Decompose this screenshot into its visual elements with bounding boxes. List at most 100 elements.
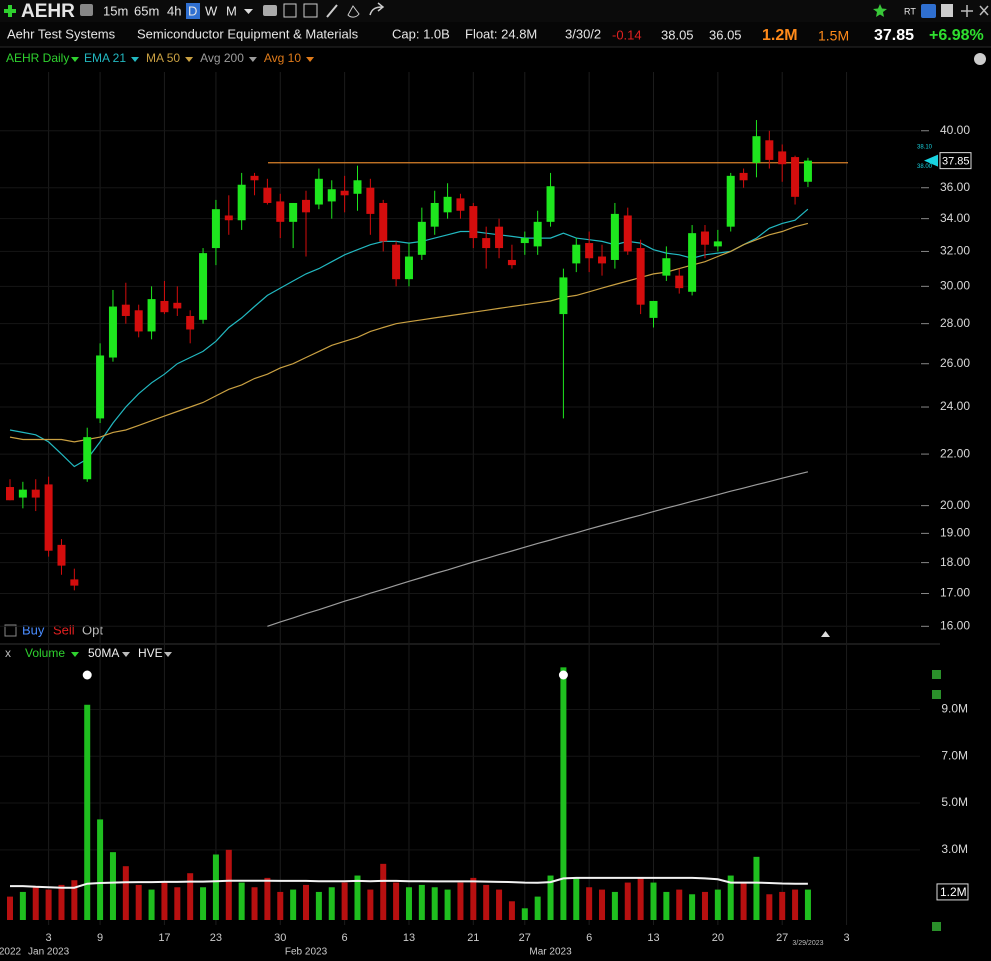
pane-icon[interactable] (932, 670, 941, 679)
x-tick-label: 6 (586, 932, 592, 944)
company-name: Aehr Test Systems (7, 26, 116, 41)
volume-bar (418, 884, 425, 920)
price-marker: 38.00 (917, 164, 933, 170)
candle-body (237, 184, 246, 221)
volume-bar (251, 887, 258, 920)
link-icon[interactable] (80, 4, 93, 16)
volume-bar (187, 873, 194, 920)
industry: Semiconductor Equipment & Materials (137, 26, 359, 41)
volume-bar (58, 884, 65, 920)
candle-body (340, 190, 349, 196)
indicator-line (9, 222, 809, 443)
candle-body (765, 140, 774, 160)
candle-body (31, 489, 40, 498)
volume-bar (109, 852, 116, 920)
volume-bar (212, 854, 219, 920)
x-tick-label: 3 (843, 932, 849, 944)
x-tick-label: 6 (342, 932, 348, 944)
timeframe[interactable]: 65m (134, 3, 159, 18)
timeframe[interactable]: 15m (103, 3, 128, 18)
volume-bar (393, 882, 400, 920)
share-icon[interactable] (369, 2, 385, 16)
candle-body (713, 241, 722, 247)
order-icon[interactable] (4, 624, 17, 637)
volume-bar (586, 887, 593, 920)
candle-body (186, 315, 195, 330)
s-icon[interactable] (921, 4, 936, 18)
y-tick-label: 28.00 (940, 316, 970, 330)
pane-icon[interactable] (932, 690, 941, 699)
candle-body (83, 437, 92, 480)
day-volume: 1.2M (762, 27, 798, 44)
add-icon[interactable] (4, 5, 16, 17)
dropdown-arrow[interactable] (164, 652, 172, 657)
candle-body (250, 175, 259, 181)
dropdown-arrow[interactable] (185, 57, 194, 62)
buy-button[interactable]: Buy (22, 622, 45, 637)
candle-body (456, 198, 465, 211)
y-tick-label: 30.00 (940, 279, 970, 293)
volume-bar (444, 889, 451, 920)
close-pane[interactable]: x (5, 646, 11, 660)
legend-entry[interactable]: EMA 21 (84, 51, 126, 65)
price-marker: 38.10 (917, 145, 933, 151)
dropdown-arrow[interactable] (244, 9, 253, 14)
move-icon[interactable] (961, 5, 973, 17)
tool-icon[interactable] (283, 3, 297, 18)
tool-icon[interactable] (347, 5, 360, 18)
volume-title: Volume (25, 646, 65, 660)
dropdown-arrow[interactable] (71, 57, 79, 62)
hve-label: HVE (138, 646, 163, 660)
candle-body (18, 489, 27, 498)
volume-bar (238, 882, 245, 920)
volume-bar (45, 889, 52, 920)
indicator-line (267, 471, 809, 627)
volume-bar (599, 889, 606, 920)
tool-icon[interactable] (263, 5, 277, 16)
rt-badge[interactable]: RT (904, 6, 916, 16)
settings-icon[interactable] (974, 53, 986, 65)
sell-button[interactable]: Sell (53, 622, 75, 637)
timeframe[interactable]: D (188, 3, 197, 18)
collapse-arrow[interactable] (821, 631, 830, 637)
candle-body (636, 248, 645, 305)
draw-icon[interactable] (326, 4, 338, 18)
volume-bar (534, 896, 541, 920)
close-icon[interactable] (979, 5, 989, 16)
dropdown-arrow[interactable] (306, 57, 315, 62)
candle-body (44, 484, 53, 551)
volume-bar (19, 891, 26, 920)
legend-entry[interactable]: Avg 200 (200, 51, 244, 65)
dropdown-arrow[interactable] (71, 652, 79, 657)
legend-entry[interactable]: Avg 10 (264, 51, 301, 65)
dropdown-arrow[interactable] (248, 57, 257, 62)
x-major-label: Feb 2023 (285, 947, 328, 958)
save-icon[interactable] (941, 4, 953, 17)
candle-body (302, 199, 311, 213)
star-icon[interactable] (873, 4, 887, 17)
candle-body (211, 209, 220, 249)
volume-bar (174, 887, 181, 920)
tool-icon[interactable] (303, 3, 318, 18)
timeframe[interactable]: 4h (167, 3, 181, 18)
candle-body (392, 244, 401, 280)
candle-body (688, 233, 697, 292)
candle-body (314, 178, 323, 205)
y-tick-label: 24.00 (940, 399, 970, 413)
volume-bar (804, 889, 811, 920)
candle-body (572, 244, 581, 264)
legend-entry[interactable]: MA 50 (146, 51, 180, 65)
volume-bar (560, 667, 567, 920)
symbol[interactable]: AEHR (21, 1, 75, 22)
volume-bar (264, 877, 271, 920)
timeframe[interactable]: W (205, 3, 218, 18)
timeframe[interactable]: M (226, 3, 237, 18)
price-pointer (924, 154, 938, 167)
volume-bar (148, 889, 155, 920)
dropdown-arrow[interactable] (122, 652, 130, 657)
dropdown-arrow[interactable] (131, 57, 140, 62)
avg-volume: 1.5M (818, 28, 849, 44)
pane-icon[interactable] (932, 922, 941, 931)
y-tick-label: 19.00 (940, 526, 970, 540)
